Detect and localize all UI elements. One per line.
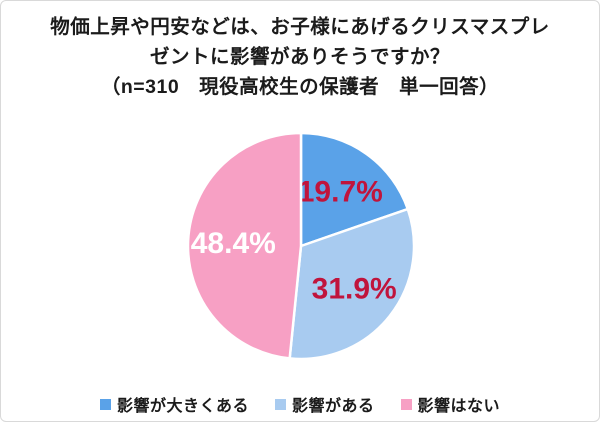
legend: 影響が大きくある 影響がある 影響はない (1, 387, 599, 421)
slice-impact-large-value-label: 19.7% (298, 175, 383, 208)
legend-item-impact-none: 影響はない (400, 392, 501, 416)
slice-impact-none-value-label: 48.4% (191, 227, 276, 260)
pie-chart: 19.7% 31.9% 48.4% (186, 131, 416, 361)
legend-swatch-impact-large-icon (99, 398, 111, 410)
slice-impact-some-value-label: 31.9% (312, 273, 397, 306)
chart-title: 物価上昇や円安などは、お子様にあげるクリスマスプレ ゼントに影響がありそうですか… (1, 1, 599, 103)
title-line-2: ゼントに影響がありそうですか？ (149, 46, 450, 68)
slice-impact-none (186, 131, 303, 360)
title-note: （n=310 現役高校生の保護者 単一回答） (100, 76, 500, 98)
legend-item-impact-some: 影響がある (274, 392, 375, 416)
pie-chart-area: 19.7% 31.9% 48.4% (1, 103, 599, 387)
legend-item-impact-large: 影響が大きくある (99, 392, 249, 416)
title-line-1: 物価上昇や円安などは、お子様にあげるクリスマスプレ (50, 16, 550, 38)
slice-impact-some (288, 207, 416, 361)
legend-label-impact-some: 影響がある (291, 398, 375, 415)
legend-swatch-impact-some-icon (274, 398, 286, 410)
legend-label-impact-none: 影響はない (417, 398, 501, 415)
legend-swatch-impact-none-icon (400, 398, 412, 410)
legend-label-impact-large: 影響が大きくある (116, 398, 249, 415)
